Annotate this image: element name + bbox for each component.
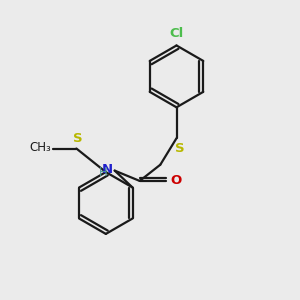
Text: CH₃: CH₃ xyxy=(30,141,51,154)
Text: S: S xyxy=(73,132,83,145)
Text: Cl: Cl xyxy=(169,27,184,40)
Text: S: S xyxy=(175,142,184,155)
Text: O: O xyxy=(170,174,181,188)
Text: N: N xyxy=(102,163,113,176)
Text: H: H xyxy=(99,167,108,179)
